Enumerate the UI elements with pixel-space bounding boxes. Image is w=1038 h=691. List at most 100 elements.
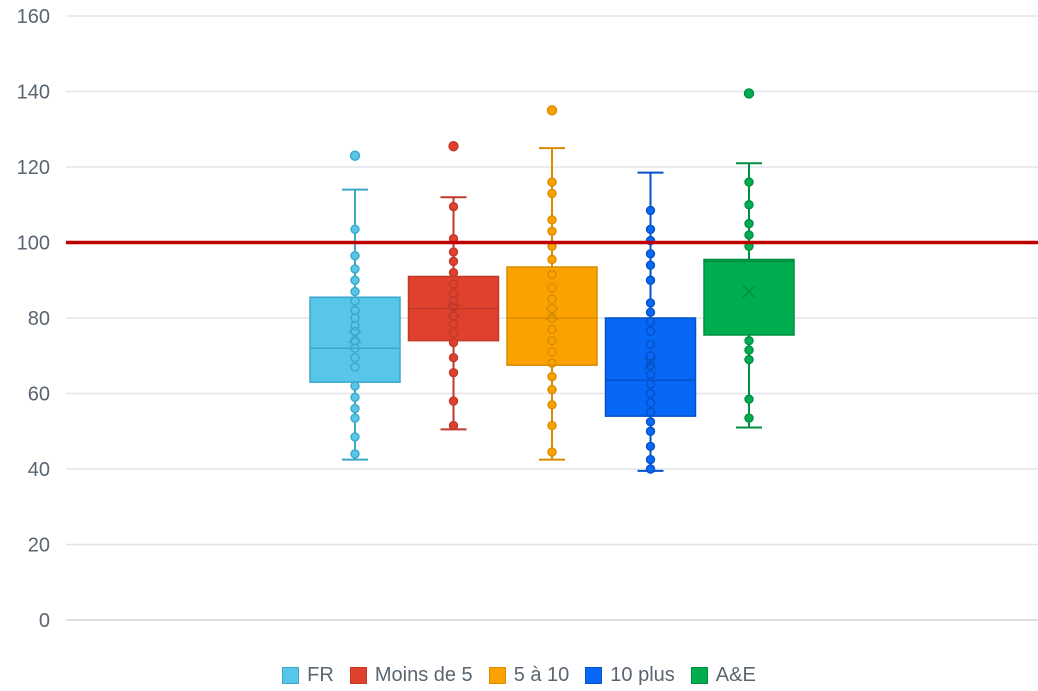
outlier-point — [448, 141, 459, 152]
mean-marker — [446, 303, 461, 317]
y-tick-label: 60 — [28, 384, 50, 406]
data-point — [744, 218, 754, 229]
legend-item: Moins de 5 — [349, 663, 473, 687]
outlier-point — [349, 150, 361, 161]
data-point — [645, 249, 656, 259]
data-point — [448, 279, 459, 289]
y-tick-label: 40 — [28, 459, 50, 481]
data-point — [645, 275, 656, 285]
legend-item: A&E — [690, 663, 756, 687]
data-point — [350, 296, 360, 306]
outlier-point — [743, 88, 755, 99]
mean-marker — [348, 330, 362, 344]
data-point — [350, 251, 360, 261]
data-point — [645, 454, 656, 465]
data-point — [350, 264, 360, 274]
data-point — [547, 188, 557, 199]
y-tick-label: 0 — [39, 610, 50, 632]
legend-label: FR — [307, 663, 334, 686]
data-point — [645, 398, 656, 408]
box-series — [407, 141, 500, 431]
data-point — [547, 177, 557, 187]
data-point — [645, 369, 656, 380]
data-point — [645, 417, 656, 427]
box-iqr — [703, 258, 795, 336]
data-point — [645, 464, 656, 474]
data-point — [744, 230, 754, 240]
legend-swatch — [349, 666, 367, 684]
data-point — [744, 335, 754, 346]
data-point — [448, 268, 459, 278]
legend-swatch — [282, 666, 300, 684]
data-point — [645, 379, 656, 389]
data-point — [350, 381, 360, 391]
data-point — [645, 298, 656, 308]
data-point — [744, 200, 754, 210]
data-point — [547, 269, 557, 280]
legend-item: FR — [282, 664, 334, 687]
data-point — [448, 247, 459, 257]
data-point — [547, 226, 557, 236]
data-point — [547, 283, 557, 293]
box-series — [309, 150, 401, 461]
data-point — [547, 303, 557, 314]
y-tick-label: 140 — [17, 82, 50, 104]
data-point — [547, 371, 557, 382]
data-point — [350, 275, 360, 285]
legend-label: Moins de 5 — [374, 663, 473, 686]
data-point — [645, 260, 656, 270]
data-point — [547, 215, 557, 225]
data-point — [448, 201, 459, 212]
data-point — [547, 358, 557, 368]
mean-marker — [545, 307, 559, 321]
data-point — [645, 205, 656, 216]
box-iqr — [309, 296, 401, 383]
data-point — [547, 420, 557, 431]
box-series — [506, 105, 598, 461]
y-tick-label: 120 — [17, 157, 50, 179]
data-point — [645, 351, 656, 361]
data-point — [645, 441, 656, 452]
data-point — [350, 403, 360, 414]
y-tick-label: 100 — [17, 233, 50, 255]
data-point — [547, 385, 557, 395]
data-point — [744, 354, 754, 365]
data-point — [350, 326, 360, 336]
legend: FR Moins de 5 5 à 10 10 plus A&E — [0, 659, 1038, 691]
data-point — [448, 420, 459, 431]
data-point — [350, 286, 360, 297]
legend-label: 5 à 10 — [513, 663, 570, 686]
data-point — [350, 362, 360, 372]
data-point — [645, 407, 656, 418]
y-tick-label: 80 — [28, 308, 50, 330]
data-point — [744, 177, 754, 187]
legend-swatch — [585, 666, 603, 684]
y-axis-tick-labels: 0 20 40 60 80 100 120 140 160 — [17, 6, 50, 632]
data-point — [350, 305, 360, 316]
data-point — [645, 326, 656, 336]
legend-label: A&E — [715, 663, 756, 686]
box-series-group — [309, 88, 795, 474]
legend-item: 10 plus — [585, 664, 675, 687]
data-point — [350, 224, 360, 234]
box-iqr — [604, 317, 697, 417]
data-point — [547, 335, 557, 346]
data-point — [547, 294, 557, 304]
data-point — [645, 339, 656, 350]
data-point — [645, 317, 656, 327]
mean-marker — [742, 285, 756, 299]
data-point — [645, 307, 656, 318]
y-tick-label: 20 — [28, 535, 50, 557]
legend-swatch — [690, 666, 708, 684]
mean-marker — [643, 356, 658, 370]
data-point — [350, 449, 360, 459]
data-point — [448, 288, 459, 299]
data-point — [547, 447, 557, 457]
data-point — [448, 396, 459, 406]
data-point — [744, 413, 754, 423]
data-point — [448, 368, 459, 378]
box-series — [604, 171, 697, 474]
data-point — [547, 400, 557, 410]
data-point — [350, 392, 360, 402]
data-point — [350, 352, 360, 363]
